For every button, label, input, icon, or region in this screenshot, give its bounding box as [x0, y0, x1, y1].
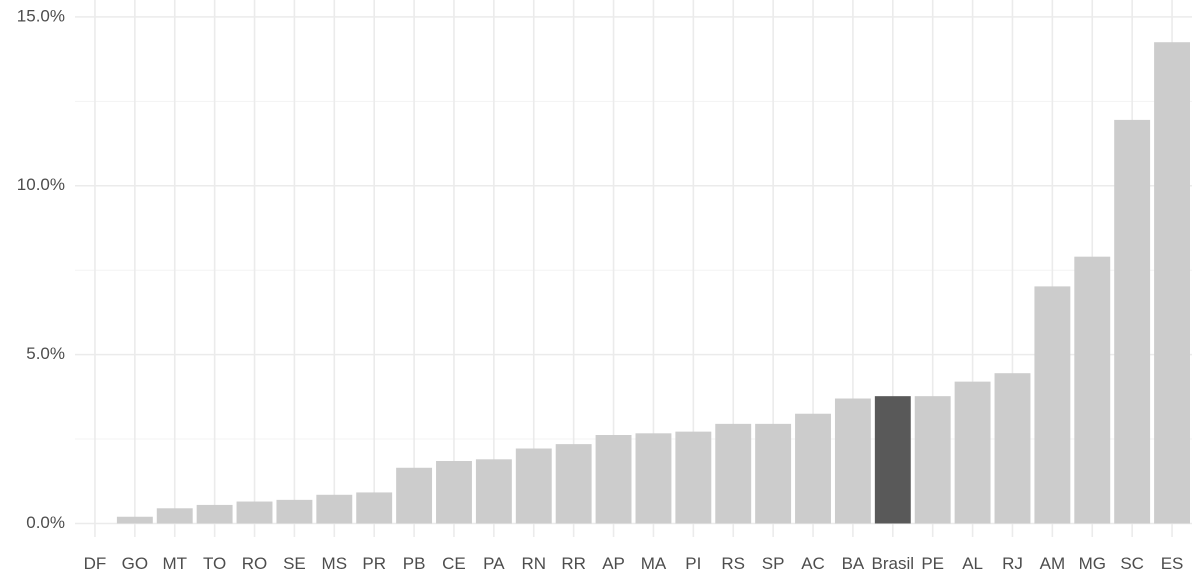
bar-al	[954, 381, 991, 524]
x-tick-label: PR	[362, 554, 386, 573]
x-tick-label: GO	[122, 554, 148, 573]
y-tick-label: 15.0%	[17, 6, 65, 25]
bar-rr	[555, 444, 592, 524]
bar-pa	[475, 459, 512, 524]
bar-pe	[914, 396, 951, 524]
x-tick-label: AM	[1040, 554, 1066, 573]
x-tick-label: Brasil	[872, 554, 915, 573]
bar-ba	[834, 398, 871, 524]
x-axis-ticks: DF GO MT TO RO SE MS PR PB CE PA RN RR AP MA PI RS SP AC BA…	[84, 554, 1184, 573]
x-tick-label: RJ	[1002, 554, 1023, 573]
x-tick-label: RS	[721, 554, 745, 573]
x-tick-label: PI	[685, 554, 701, 573]
x-tick-label: RN	[521, 554, 546, 573]
x-tick-label: DF	[84, 554, 107, 573]
x-tick-label: MG	[1079, 554, 1106, 573]
x-tick-label: PA	[483, 554, 505, 573]
y-tick-label: 0.0%	[26, 513, 65, 532]
bars	[116, 42, 1191, 524]
x-tick-label: SP	[762, 554, 785, 573]
x-tick-label: PE	[921, 554, 944, 573]
x-tick-label: RR	[561, 554, 586, 573]
bar-rn	[515, 448, 552, 524]
bar-rs	[715, 423, 752, 524]
x-tick-label: TO	[203, 554, 226, 573]
bar-ro	[236, 501, 273, 524]
y-tick-label: 5.0%	[26, 344, 65, 363]
x-tick-label: ES	[1161, 554, 1184, 573]
bar-mg	[1074, 256, 1111, 524]
bar-ce	[436, 461, 472, 524]
x-tick-label: PB	[403, 554, 426, 573]
x-tick-label: AP	[602, 554, 625, 573]
bar-se	[276, 499, 313, 524]
bar-es	[1154, 42, 1191, 524]
bar-ms	[316, 494, 353, 524]
x-tick-label: MS	[322, 554, 348, 573]
y-tick-label: 10.0%	[17, 175, 65, 194]
bar-pi	[675, 431, 712, 524]
x-tick-label: MA	[641, 554, 667, 573]
x-tick-label: CE	[442, 554, 466, 573]
bar-sp	[755, 423, 792, 524]
x-tick-label: MT	[162, 554, 187, 573]
x-tick-label: SC	[1120, 554, 1144, 573]
bar-sc	[1114, 119, 1151, 524]
bar-pr	[356, 492, 393, 524]
bar-ap	[595, 435, 632, 524]
x-tick-label: AL	[962, 554, 983, 573]
bar-am	[1034, 286, 1071, 524]
bar-rj	[994, 373, 1031, 524]
bar-brasil	[874, 396, 911, 524]
bar-go	[116, 516, 153, 524]
x-tick-label: AC	[801, 554, 825, 573]
x-tick-label: SE	[283, 554, 306, 573]
y-axis-ticks: 0.0% 5.0% 10.0% 15.0%	[17, 6, 65, 532]
x-tick-label: BA	[842, 554, 865, 573]
x-tick-label: RO	[242, 554, 268, 573]
bar-ma	[635, 433, 672, 524]
bar-ac	[795, 413, 831, 524]
bar-pb	[396, 467, 433, 524]
bar-to	[196, 504, 233, 524]
bar-mt	[156, 508, 193, 524]
